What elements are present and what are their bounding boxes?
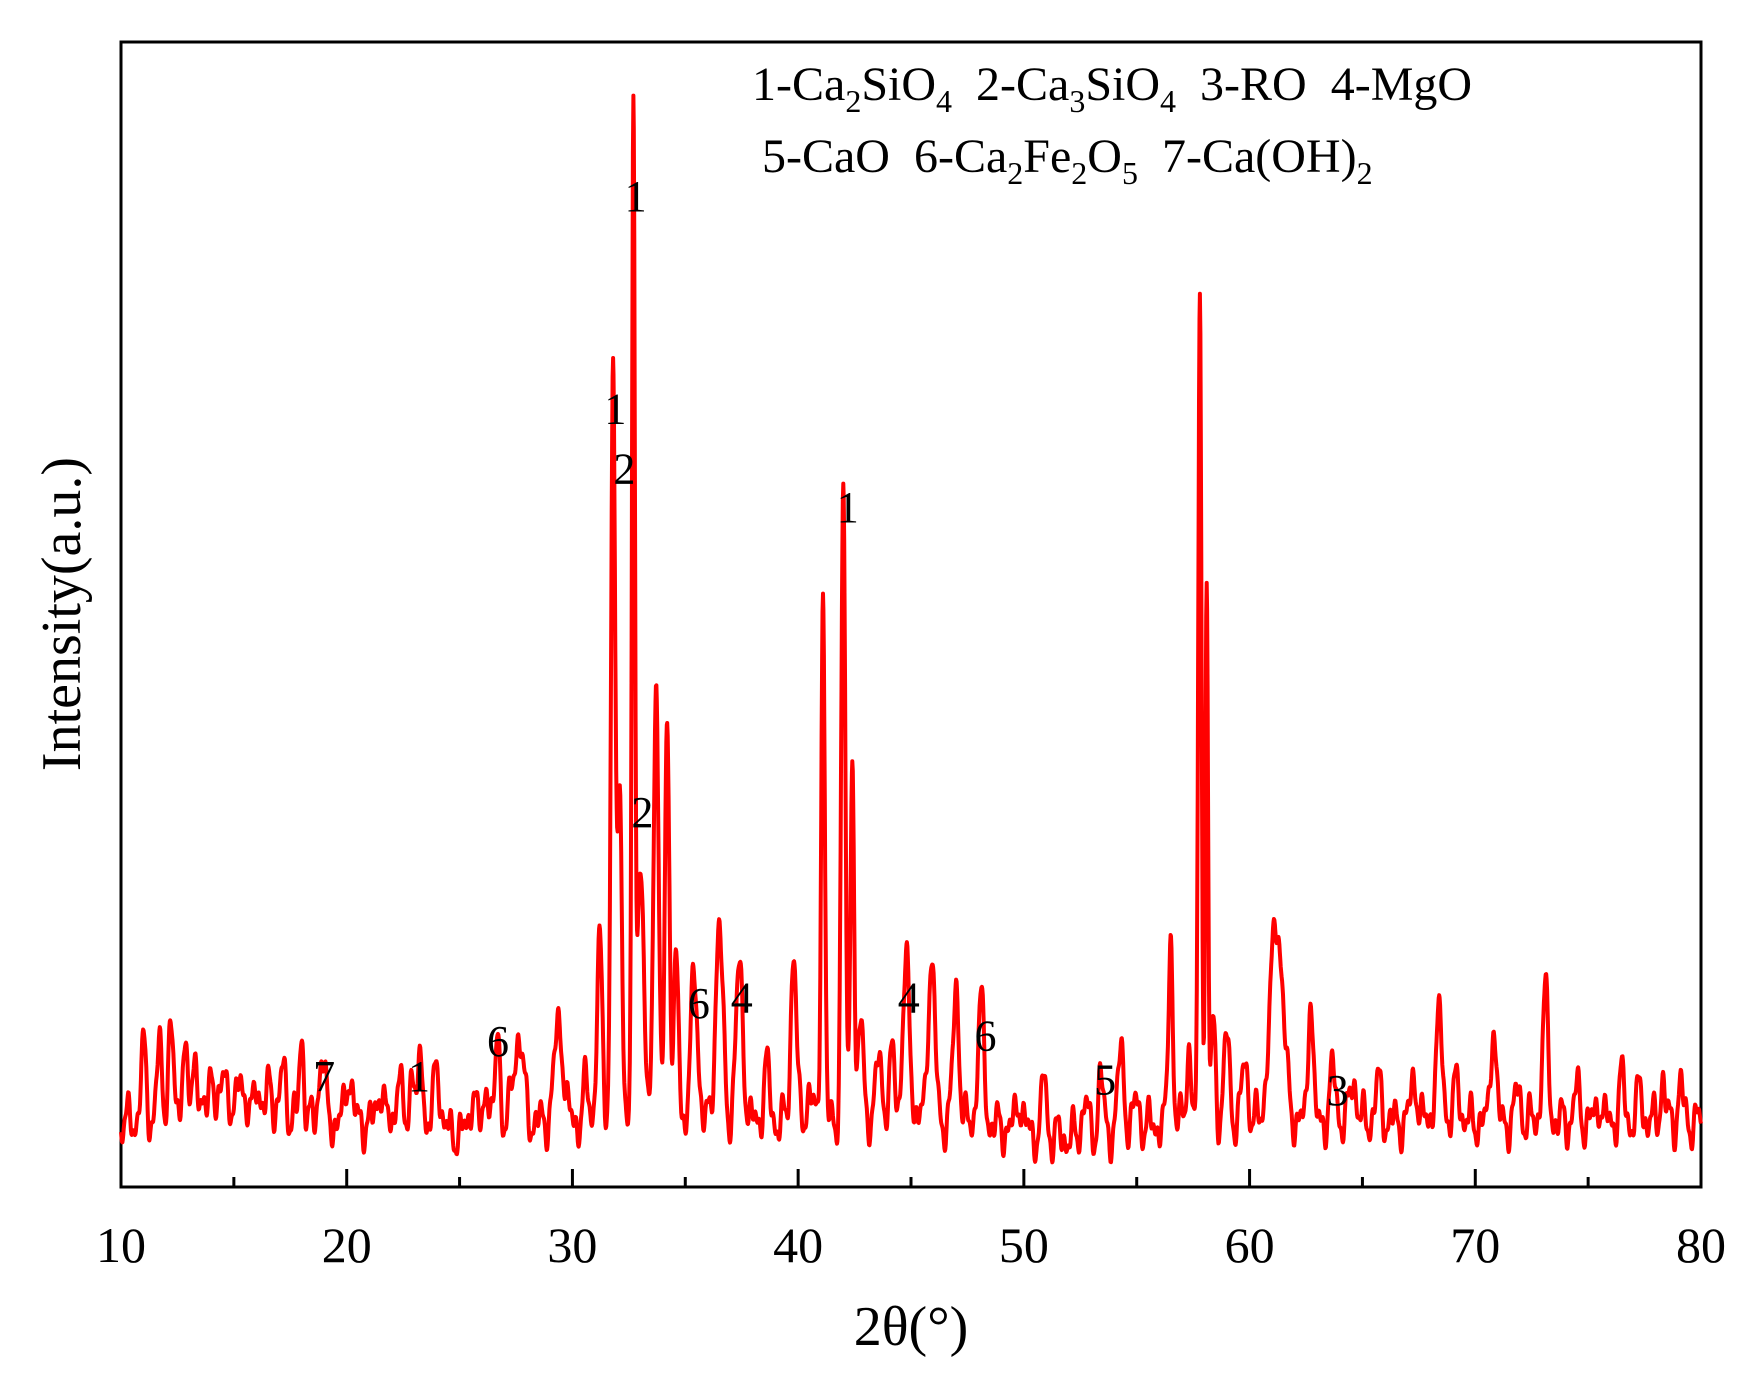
legend-entry-text: SiO	[1085, 58, 1160, 111]
x-tick-label: 30	[547, 1217, 597, 1273]
legend-subscript: 4	[936, 83, 952, 119]
peak-label: 1	[625, 172, 647, 221]
x-axis-label: 2θ(°)	[854, 1296, 969, 1358]
peak-label: 4	[898, 974, 920, 1023]
peak-label: 7	[313, 1052, 335, 1101]
legend-entry-text: 3-RO	[1200, 58, 1307, 111]
peak-label: 5	[1094, 1055, 1116, 1104]
peak-label: 1	[604, 385, 626, 434]
x-tick-label: 40	[773, 1217, 823, 1273]
peak-label: 1	[837, 483, 859, 532]
peak-label: 4	[731, 974, 753, 1023]
legend-separator	[1138, 130, 1162, 183]
xrd-series-line	[119, 93, 1703, 1165]
peak-label: 6	[688, 979, 710, 1028]
legend-entry-text: 4-MgO	[1331, 58, 1472, 111]
legend-separator	[890, 130, 914, 183]
peak-label: 3	[1327, 1066, 1349, 1115]
x-tick-label: 60	[1225, 1217, 1275, 1273]
legend-entry-text: 2-Ca	[976, 58, 1069, 111]
x-axis-tick-labels: 10 20 30 40 50 60 70 80	[96, 1217, 1726, 1273]
peak-label: 6	[487, 1017, 509, 1066]
peak-label: 6	[974, 1012, 996, 1061]
legend-entry-text: 5-CaO	[762, 130, 890, 183]
legend-subscript: 3	[1069, 83, 1085, 119]
legend-entry-text: 7-Ca(OH)	[1162, 130, 1357, 183]
legend-line: 5-CaO 6-Ca2Fe2O5 7-Ca(OH)2	[762, 130, 1373, 191]
y-axis-label: Intensity(a.u.)	[31, 457, 93, 771]
legend-entry-text: O	[1087, 130, 1122, 183]
peak-label: 2	[631, 788, 653, 837]
legend-subscript: 5	[1122, 155, 1138, 191]
peak-label: 2	[613, 445, 635, 494]
peak-label: 1	[408, 1052, 430, 1101]
legend-subscript: 2	[1007, 155, 1023, 191]
x-axis-ticks	[119, 1169, 1703, 1187]
legend-entry-text: 1-Ca	[752, 58, 845, 111]
legend-subscript: 2	[845, 83, 861, 119]
legend-subscript: 2	[1357, 155, 1373, 191]
legend-separator	[952, 58, 976, 111]
legend-separator	[1176, 58, 1200, 111]
x-tick-label: 80	[1676, 1217, 1726, 1273]
x-tick-label: 70	[1450, 1217, 1500, 1273]
legend-entry-text: SiO	[861, 58, 936, 111]
x-tick-label: 10	[96, 1217, 146, 1273]
x-tick-label: 20	[322, 1217, 372, 1273]
legend-subscript: 2	[1071, 155, 1087, 191]
x-tick-label: 50	[999, 1217, 1049, 1273]
legend-separator	[1307, 58, 1331, 111]
legend-entry-text: Fe	[1023, 130, 1071, 183]
legend-subscript: 4	[1160, 83, 1176, 119]
legend-entry-text: 6-Ca	[914, 130, 1007, 183]
legend-line: 1-Ca2SiO4 2-Ca3SiO4 3-RO 4-MgO	[752, 58, 1472, 119]
